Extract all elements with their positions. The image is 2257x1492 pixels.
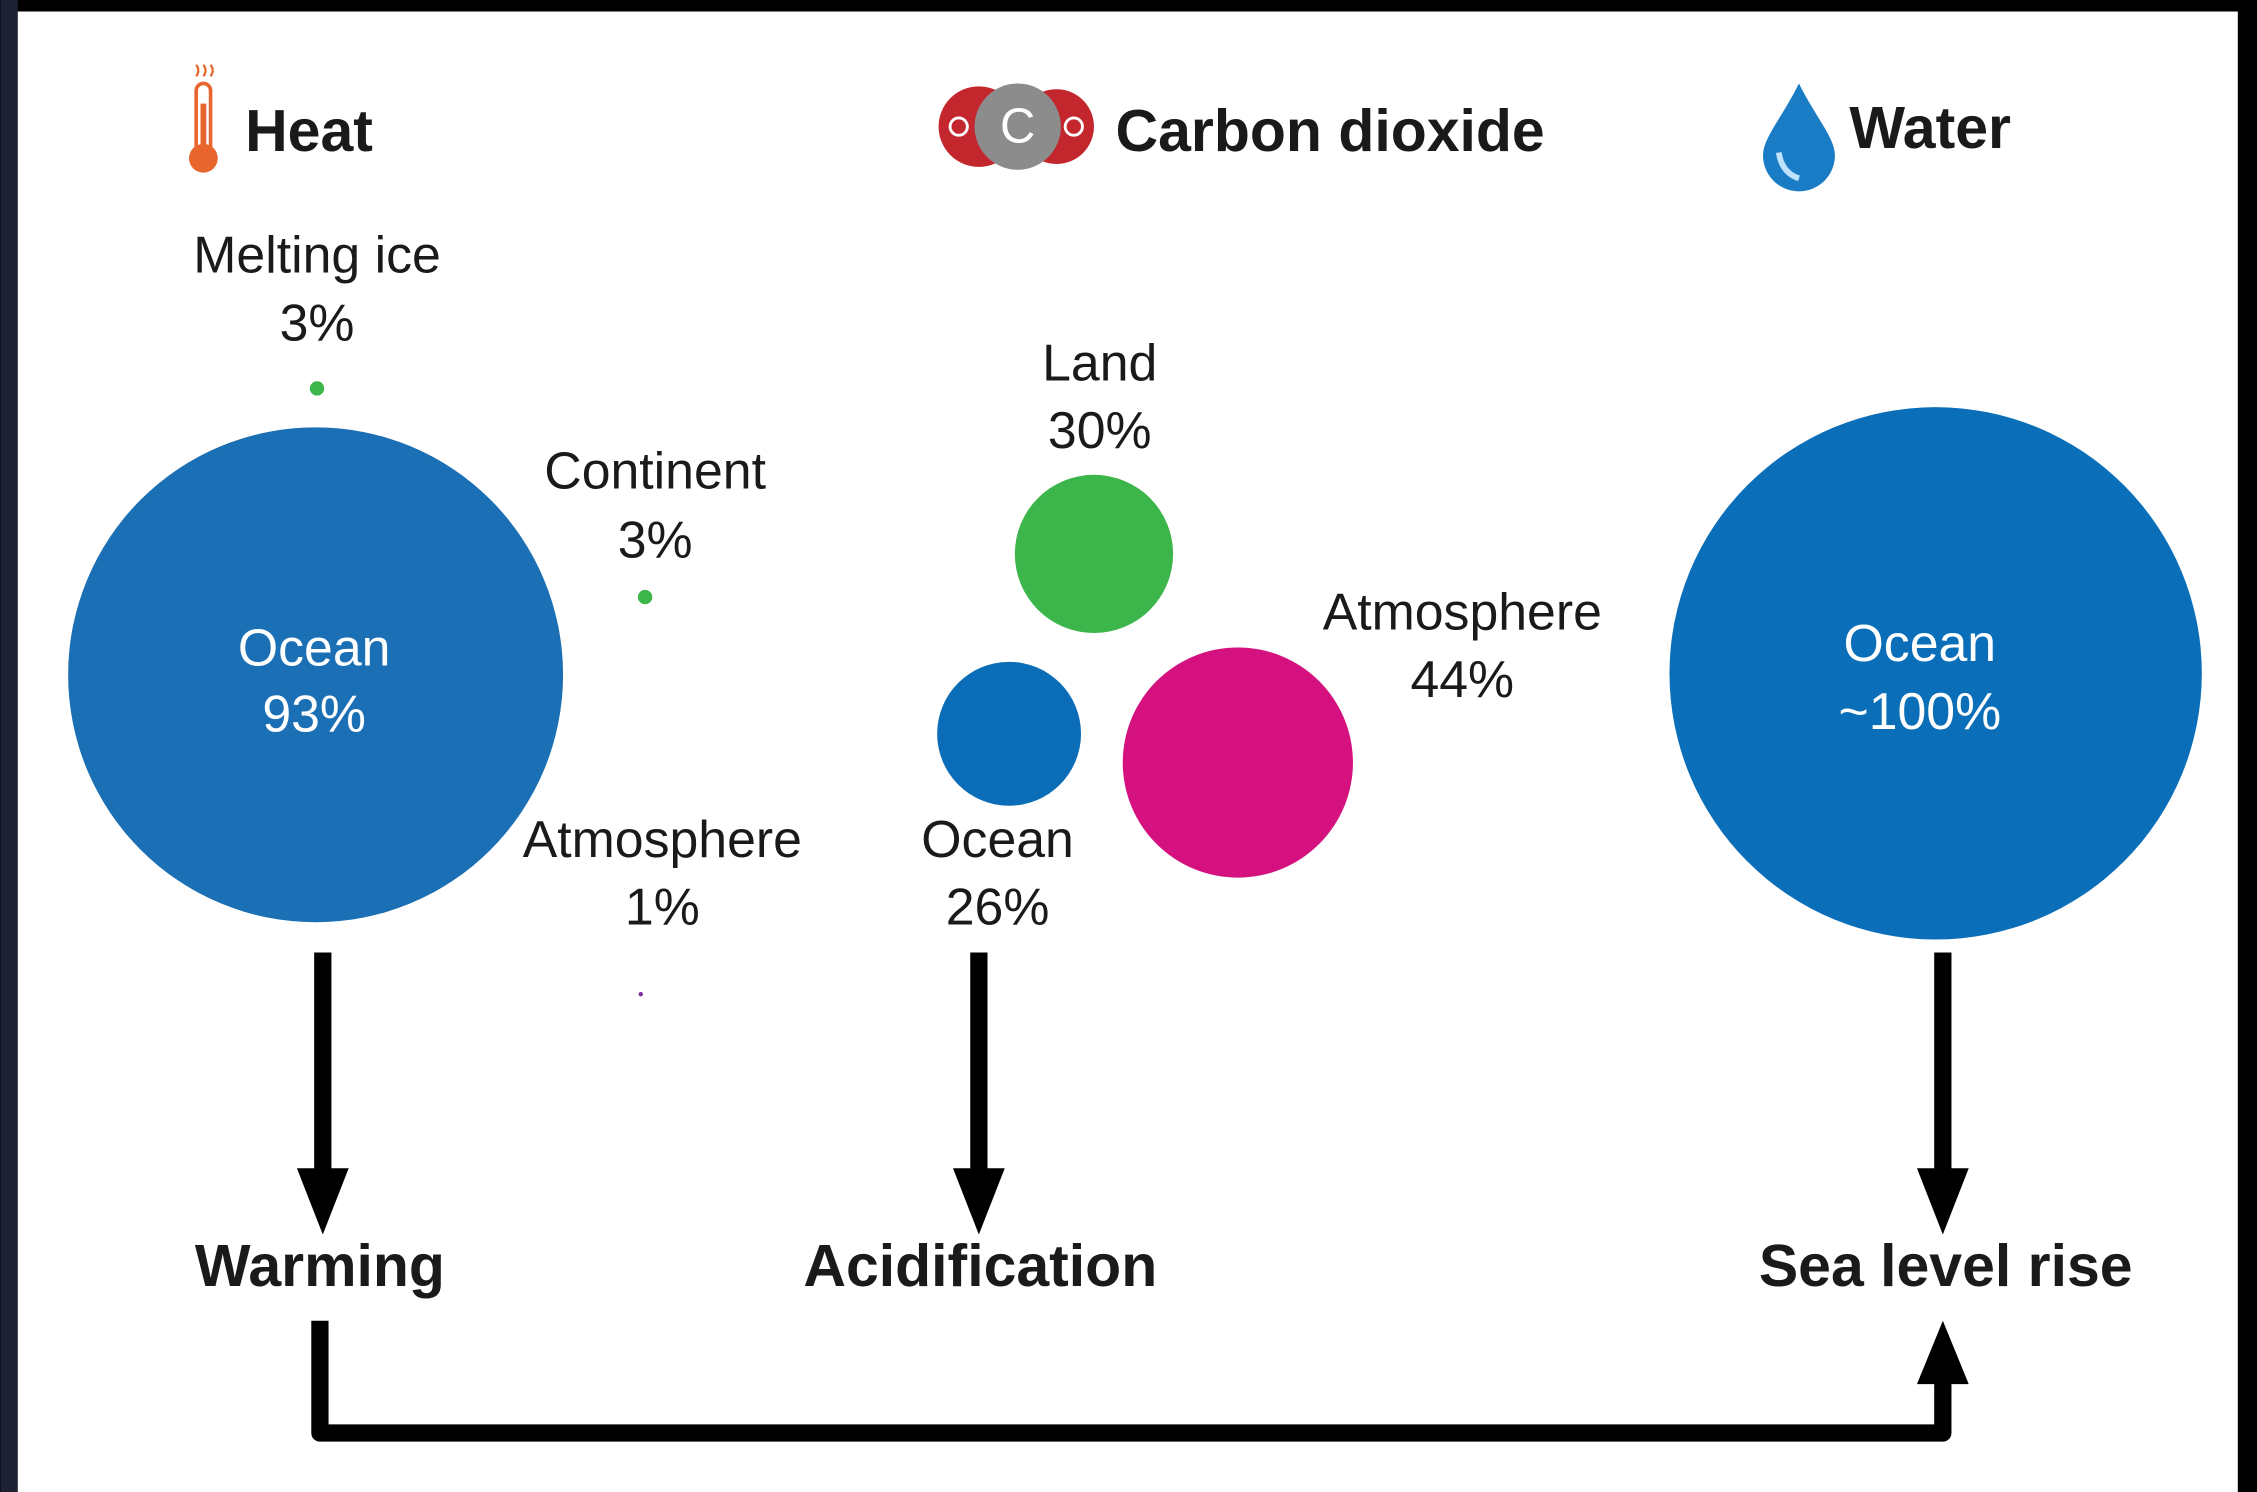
item-name: Atmosphere — [523, 810, 802, 868]
bubble — [1122, 647, 1353, 878]
icon-label: C — [1000, 99, 1035, 153]
bubble — [68, 427, 564, 923]
item-value: 26% — [946, 877, 1050, 935]
item-value: 93% — [262, 685, 366, 743]
molecule-icon — [938, 83, 1094, 170]
item-value: 44% — [1410, 650, 1514, 708]
item-name: Melting ice — [193, 226, 441, 284]
group-title: Heat — [245, 99, 373, 164]
item-value: 3% — [280, 293, 355, 351]
bubble — [1014, 474, 1174, 634]
item-name: Ocean — [238, 618, 391, 676]
thermometer-icon — [188, 64, 218, 173]
item-value: 1% — [625, 877, 700, 935]
bubble — [309, 381, 325, 396]
item-value: 30% — [1048, 401, 1152, 459]
item-name: Continent — [544, 441, 766, 499]
item-name: Ocean — [1844, 614, 1997, 672]
outcome: Warming — [195, 1234, 445, 1299]
item-value: 3% — [618, 511, 693, 569]
item-name: Land — [1042, 334, 1157, 392]
bubble — [937, 661, 1082, 806]
bubble — [1669, 407, 2202, 940]
arrows — [296, 952, 1969, 1442]
item-name: Ocean — [921, 810, 1074, 868]
drop-icon — [1762, 83, 1835, 192]
bubble — [638, 992, 643, 997]
group-title: Carbon dioxide — [1116, 99, 1545, 164]
frame-edge — [0, 0, 18, 1492]
outcome: Sea level rise — [1759, 1234, 2133, 1299]
item-value: ~100% — [1838, 682, 2001, 740]
bubble — [637, 589, 653, 605]
group-title: Water — [1849, 96, 2011, 161]
item-name: Atmosphere — [1323, 582, 1602, 640]
outcome: Acidification — [803, 1234, 1157, 1299]
